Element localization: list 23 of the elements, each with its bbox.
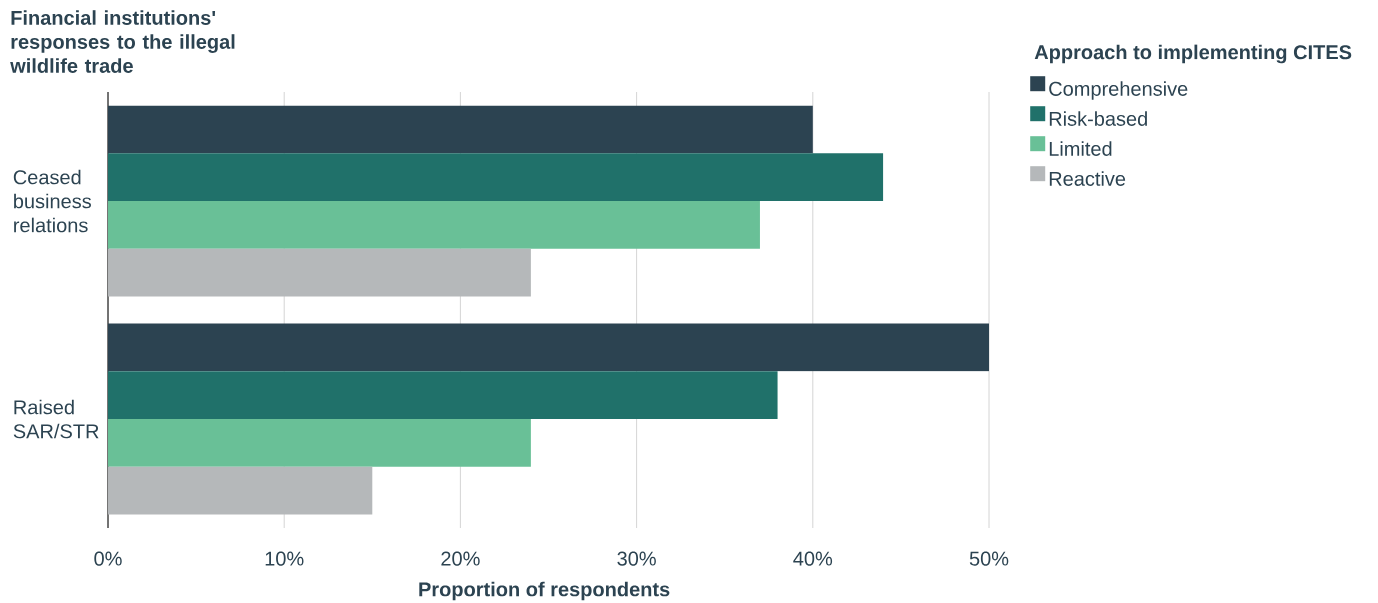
- bar: [108, 466, 373, 515]
- x-axis-title: Proportion of respondents: [419, 581, 670, 601]
- y-tick-label: Raised SAR/STR: [13, 399, 99, 439]
- bar: [108, 105, 813, 154]
- legend-label: Comprehensive: [1049, 81, 1188, 100]
- y-axis-title: Financial institutions' responses to the illegal wildlife trade: [10, 10, 235, 73]
- x-tick-label: 10%: [265, 551, 304, 566]
- y-tick-label: Ceased business relations: [13, 169, 91, 233]
- bar: [108, 153, 884, 201]
- x-tick-label: 0%: [94, 551, 122, 566]
- legend-label: Reactive: [1049, 171, 1126, 186]
- legend-label: Risk-based: [1049, 111, 1147, 126]
- x-tick-label: 50%: [969, 551, 1009, 566]
- x-tick-label: 30%: [617, 551, 656, 566]
- x-tick-label: 20%: [441, 551, 480, 566]
- bar: [108, 248, 531, 297]
- bar: [108, 371, 778, 419]
- legend-title: Approach to implementing CITES: [1034, 44, 1352, 64]
- bar: [108, 323, 990, 372]
- legend-label: Limited: [1049, 141, 1112, 156]
- bar: [108, 419, 531, 467]
- bar: [108, 201, 760, 249]
- x-tick-label: 40%: [793, 551, 833, 566]
